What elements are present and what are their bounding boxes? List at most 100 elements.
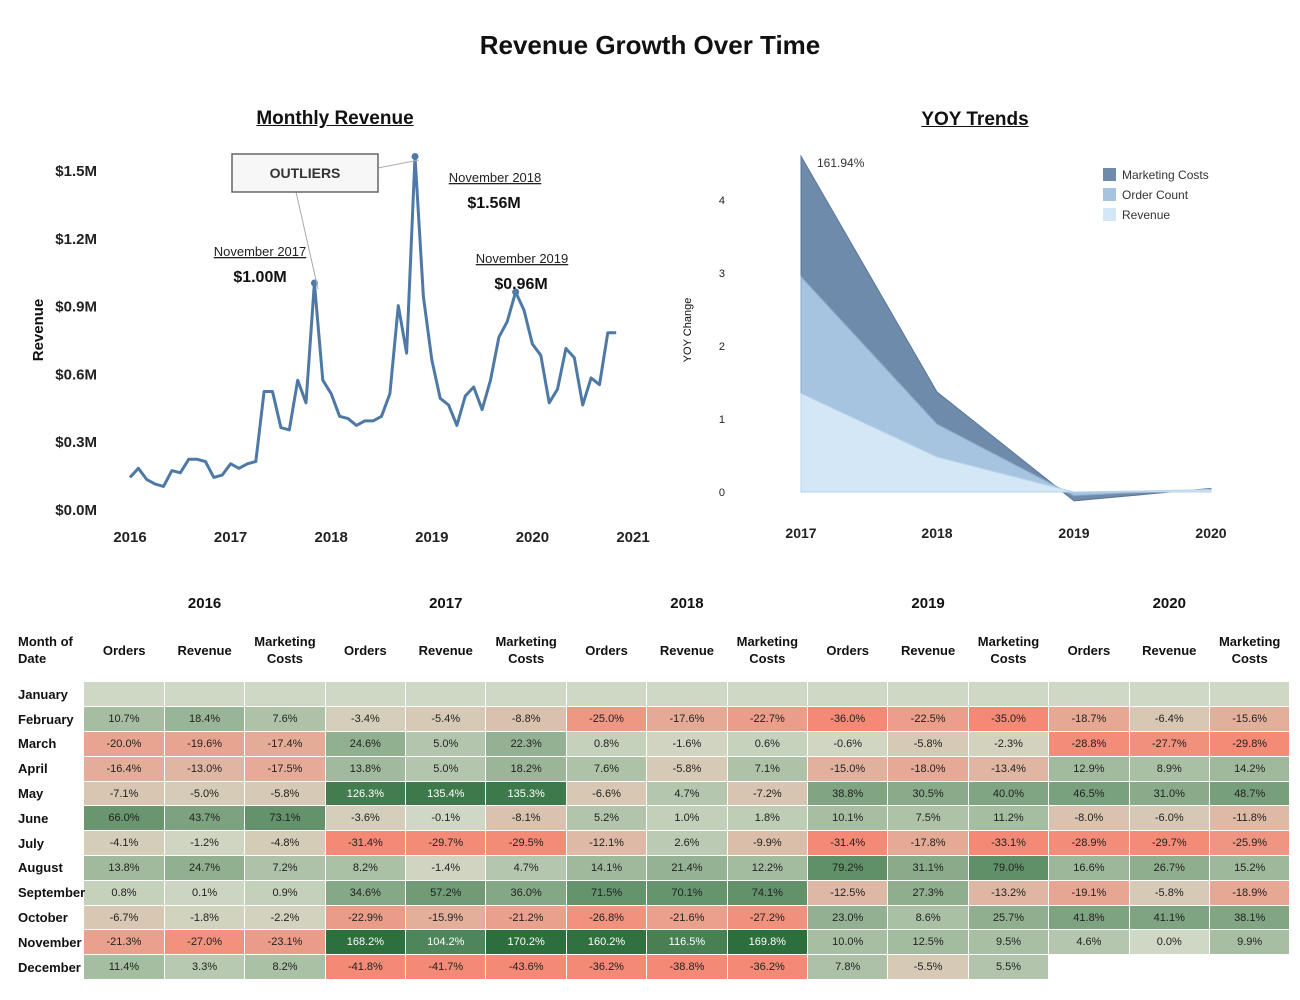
table-cell: -16.4% <box>84 756 165 782</box>
table-cell: 22.3% <box>485 731 567 757</box>
table-cell: -22.7% <box>727 706 809 733</box>
table-cell: 7.8% <box>807 954 889 981</box>
table-cell <box>1048 954 1130 981</box>
table-cell <box>1209 954 1291 981</box>
table-cell: -2.2% <box>244 905 326 931</box>
monthly-revenue-title: Monthly Revenue <box>256 108 414 129</box>
table-cell <box>1048 682 1130 708</box>
table-cell: 11.2% <box>968 805 1050 832</box>
table-cell: -29.7% <box>1129 830 1210 857</box>
table-cell: -36.2% <box>566 954 648 981</box>
outlier-point <box>512 288 520 296</box>
year-header: 2020 <box>1152 594 1186 612</box>
table-cell: 21.4% <box>646 855 728 881</box>
table-cell: 4.7% <box>646 781 728 807</box>
table-cell: -19.6% <box>164 731 246 757</box>
year-header: 2018 <box>670 594 704 612</box>
x-tick-label: 2018 <box>921 525 952 541</box>
table-cell: -20.0% <box>84 731 165 757</box>
peak-label: 161.94% <box>817 156 865 170</box>
table-cell: -18.0% <box>887 756 969 782</box>
table-cell: -13.0% <box>164 756 246 782</box>
table-cell: 1.8% <box>727 805 809 832</box>
legend-swatch <box>1103 168 1116 181</box>
table-cell: 5.0% <box>405 756 487 782</box>
table-cell: 8.2% <box>244 954 326 981</box>
table-row: April -16.4% -13.0% -17.5% 13.8% 5.0% 18.2% 7.6… <box>14 756 1291 782</box>
table-cell: 126.3% <box>325 781 407 807</box>
table-cell <box>325 682 407 708</box>
x-tick-label: 2020 <box>1195 525 1226 541</box>
table-cell: -31.4% <box>325 830 407 857</box>
table-cell: 5.2% <box>566 805 648 832</box>
month-label: April <box>14 756 84 782</box>
table-cell: 135.3% <box>485 781 567 807</box>
x-tick-label: 2017 <box>785 525 816 541</box>
table-cell: 1.0% <box>646 805 728 832</box>
month-label: July <box>14 830 84 856</box>
table-cell: -5.4% <box>405 706 487 733</box>
table-cell: 169.8% <box>727 929 809 956</box>
table-cell: -5.8% <box>646 756 728 782</box>
table-cell: -36.2% <box>727 954 809 981</box>
table-cell: 13.8% <box>84 855 165 881</box>
table-cell: -43.6% <box>485 954 567 981</box>
table-cell: -25.0% <box>566 706 648 733</box>
yoy-trends-chart: 0 1 2 3 4 2017 2018 2019 2020 YOY Change 161.94… <box>682 154 1227 541</box>
table-cell: 14.2% <box>1209 756 1291 782</box>
table-cell: 13.8% <box>325 756 407 782</box>
table-cell: 46.5% <box>1048 781 1130 807</box>
y-tick-label: $1.5M <box>55 163 97 180</box>
table-cell: 48.7% <box>1209 781 1291 807</box>
x-tick-label: 2019 <box>415 529 448 546</box>
metric-header: Orders <box>1067 642 1111 658</box>
table-cell: -11.8% <box>1209 805 1291 832</box>
table-cell: 7.6% <box>566 756 648 782</box>
outlier-connector <box>295 191 319 290</box>
table-cell: 27.3% <box>887 880 969 906</box>
month-label: March <box>14 731 84 757</box>
table-cell: -0.1% <box>405 805 487 832</box>
table-cell: 12.9% <box>1048 756 1130 782</box>
table-cell: 5.5% <box>968 954 1050 981</box>
page-title: Revenue Growth Over Time <box>479 30 821 60</box>
table-cell: -29.8% <box>1209 731 1291 757</box>
area-revenue <box>800 392 1212 493</box>
table-cell: -22.9% <box>325 905 407 931</box>
metric-header: Marketing Costs <box>254 634 316 666</box>
yoy-table: 2016 2017 2018 2019 2020 Month of Date Orders… <box>14 588 1291 981</box>
yoy-legend: Marketing Costs Order Count Revenue <box>1103 168 1209 222</box>
table-cell: -5.8% <box>887 731 969 757</box>
table-cell <box>244 682 326 708</box>
table-cell: 24.7% <box>164 855 246 881</box>
table-cell: -27.0% <box>164 929 246 956</box>
table-cell <box>727 682 809 708</box>
table-cell: 3.3% <box>164 954 246 981</box>
table-cell: -18.9% <box>1209 880 1291 906</box>
table-cell: -7.1% <box>84 781 165 807</box>
legend-swatch <box>1103 188 1116 201</box>
table-cell <box>84 682 165 708</box>
table-cell: 5.0% <box>405 731 487 757</box>
table-cell: -4.1% <box>84 830 165 857</box>
table-cell: 0.1% <box>164 880 246 906</box>
table-cell: -28.8% <box>1048 731 1130 757</box>
table-row: July -4.1% -1.2% -4.8% -31.4% -29.7% -29.5% -12… <box>14 830 1291 857</box>
annotation-value: $1.56M <box>467 195 520 212</box>
table-cell: 160.2% <box>566 929 648 956</box>
metric-header: Marketing Costs <box>736 634 799 666</box>
table-row: February 10.7% 18.4% 7.6% -3.4% -5.4% -8.8% -25… <box>14 706 1291 733</box>
table-cell: -27.7% <box>1129 731 1210 757</box>
table-cell: -7.2% <box>727 781 809 807</box>
table-cell: -9.9% <box>727 830 809 857</box>
table-cell: 4.7% <box>485 855 567 881</box>
table-cell: -33.1% <box>968 830 1050 857</box>
month-of-date-header: Month of Date <box>18 634 73 666</box>
table-cell: 104.2% <box>405 929 487 956</box>
table-cell: 73.1% <box>244 805 326 832</box>
table-cell: 8.6% <box>887 905 969 931</box>
table-cell: 79.0% <box>968 855 1050 881</box>
table-cell: 12.5% <box>887 929 969 956</box>
table-cell <box>646 682 728 708</box>
table-cell: 38.1% <box>1209 905 1291 931</box>
